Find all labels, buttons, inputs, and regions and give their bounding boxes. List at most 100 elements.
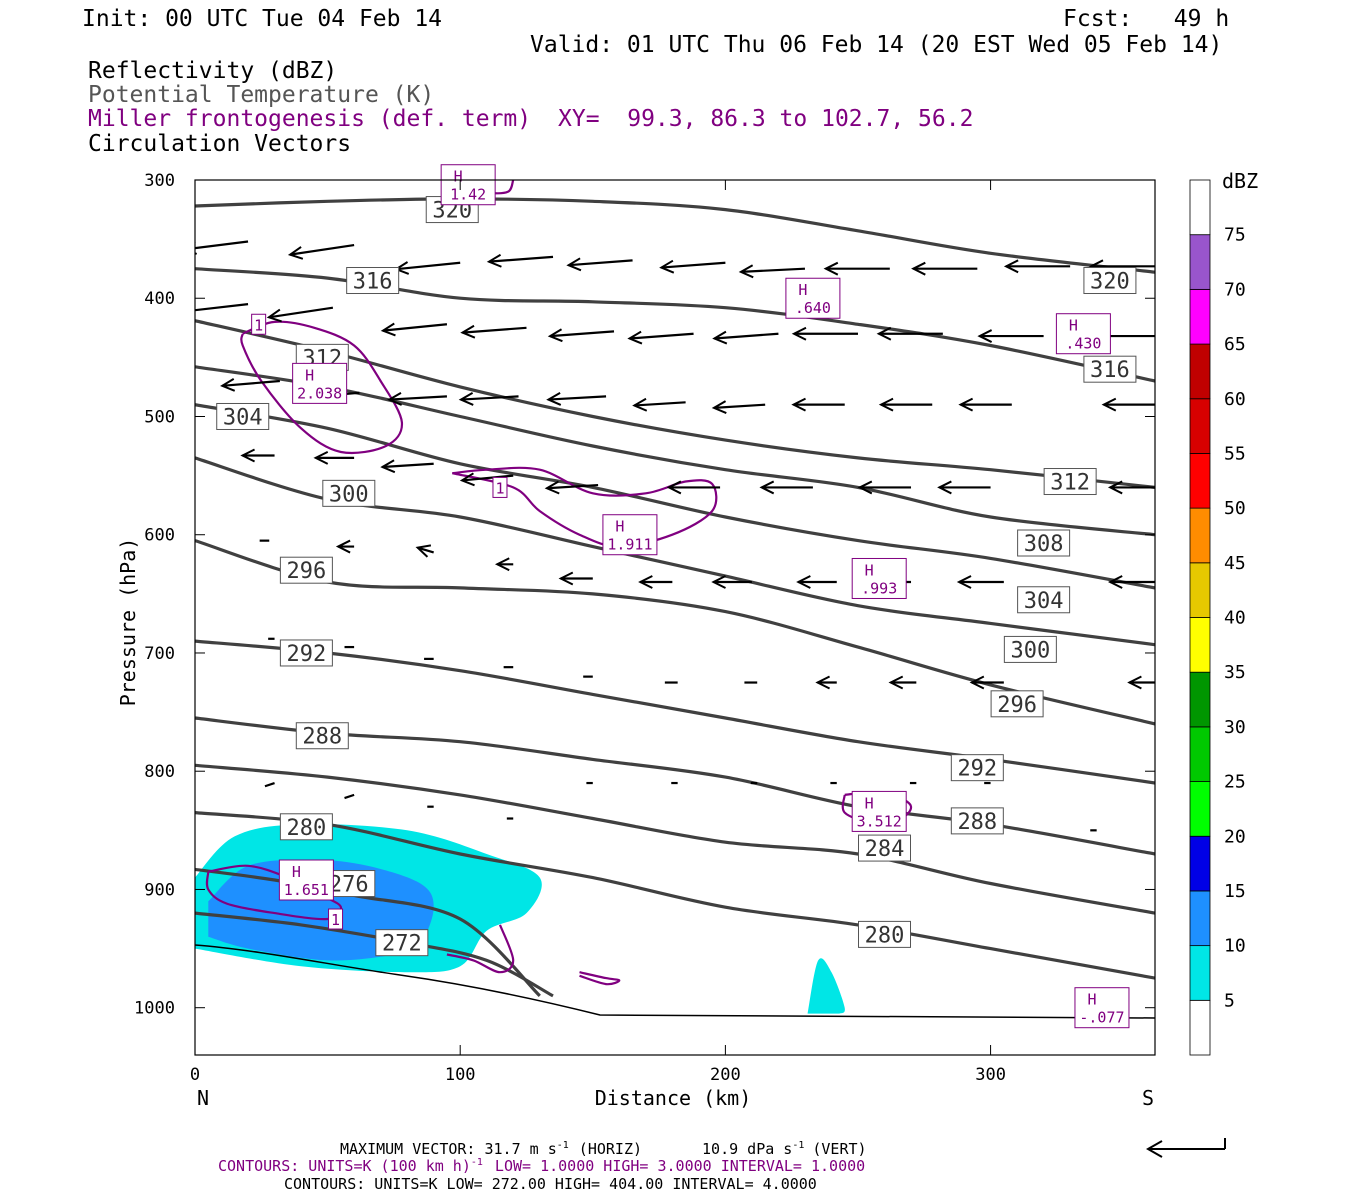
theta-label-text: 284	[865, 837, 905, 862]
circulation-vector-26	[546, 392, 607, 406]
circulation-vector-50	[796, 575, 837, 589]
fronto-max-value: 1.911	[607, 536, 652, 554]
colorbar-segment-14	[1189, 234, 1211, 290]
fronto-max-h: H	[865, 794, 874, 812]
theta-label-296-1: 296	[990, 690, 1044, 718]
frontogenesis-contour-layer	[205, 180, 913, 986]
x-axis-label: Distance (km)	[595, 1086, 752, 1110]
fronto-max-7: H-.077	[1074, 987, 1130, 1029]
fronto-max-6: H1.651	[278, 859, 334, 901]
colorbar-segment-4	[1189, 781, 1211, 837]
fronto-contour-range: LOW= 1.0000 HIGH= 3.0000 INTERVAL= 1.000…	[495, 1157, 865, 1175]
colorbar-segment-1	[1189, 945, 1211, 1001]
fronto-max-value: 3.512	[857, 812, 902, 830]
circulation-vector-4	[566, 257, 633, 272]
fronto-contour-sup: -1	[471, 1157, 483, 1168]
circulation-vector-layer	[195, 240, 1155, 832]
theta-label-text: 312	[1050, 471, 1090, 496]
colorbar-segment-3	[1189, 835, 1211, 892]
x-tick-label: 100	[445, 1065, 476, 1085]
circulation-vector-29	[791, 397, 845, 412]
circulation-vector-30	[878, 397, 933, 412]
reflectivity-area-5dbz-1	[807, 958, 845, 1014]
colorbar-segment-9	[1189, 507, 1211, 564]
circulation-vector-9	[1003, 259, 1071, 274]
theta-label-288-1: 288	[950, 807, 1004, 835]
fronto-max-value: 2.038	[297, 384, 342, 402]
valid-time: Valid: 01 UTC Thu 06 Feb 14 (20 EST Wed …	[530, 32, 1223, 58]
theta-contour-320	[195, 197, 1155, 274]
max-vector-vert-suffix: (VERT)	[812, 1140, 866, 1158]
circulation-vector-46	[494, 557, 514, 572]
colorbar-segment-0	[1189, 999, 1211, 1056]
theta-contour-284	[195, 763, 1155, 915]
theta-label-text: 304	[223, 405, 263, 430]
theta-label-text: 296	[287, 559, 327, 584]
y-tick-label: 600	[144, 526, 175, 546]
theta-contour-280	[195, 811, 1155, 980]
colorbar-segment-10	[1189, 453, 1211, 509]
circulation-vector-65	[264, 781, 275, 788]
theta-label-text: 304	[1024, 589, 1064, 614]
fronto-max-h: H	[615, 518, 624, 536]
circulation-vector-31	[958, 397, 1012, 412]
y-tick-label: 500	[144, 407, 175, 427]
fronto-max-2: H2.038	[292, 362, 348, 404]
theta-label-316-1: 316	[1083, 355, 1137, 383]
fronto-contour-0	[240, 320, 404, 455]
theta-label-text: 316	[1090, 358, 1130, 383]
theta-label-284-0: 284	[858, 834, 912, 862]
fronto-max-h: H	[292, 863, 301, 881]
theta-label-304-1: 304	[1017, 586, 1071, 614]
theta-label-text: 280	[287, 816, 327, 841]
circulation-vector-3	[486, 253, 554, 268]
colorbar-level-label: 70	[1224, 279, 1246, 300]
circulation-vector-63	[969, 675, 1004, 690]
terrain-line-layer	[195, 944, 1155, 1019]
theta-label-text: 296	[997, 693, 1037, 718]
field-reflectivity: Reflectivity (dBZ)	[88, 58, 338, 84]
circulation-vector-37	[544, 480, 599, 495]
x-end-right-label: S	[1142, 1086, 1154, 1110]
theta-label-316-0: 316	[346, 267, 400, 295]
colorbar-segment-11	[1189, 398, 1211, 454]
circulation-vector-33	[240, 448, 275, 463]
x-tick-label: 0	[190, 1065, 200, 1085]
theta-label-text: 316	[353, 270, 393, 295]
fronto-max-h: H	[454, 168, 463, 186]
colorbar-title: dBZ	[1222, 169, 1258, 193]
y-tick-label: 700	[144, 644, 175, 664]
theta-label-text: 292	[287, 642, 327, 667]
fronto-max-h: H	[305, 366, 314, 384]
fronto-max-h: H	[798, 281, 807, 299]
theta-label-text: 300	[329, 482, 369, 507]
fronto-label-text: 1	[331, 911, 340, 929]
max-vector-sup: -1	[557, 1140, 569, 1151]
fronto-max-4: H.993	[851, 557, 907, 599]
colorbar-segment-2	[1189, 890, 1211, 947]
circulation-vector-8	[911, 261, 978, 276]
fronto-max-h: H	[1069, 317, 1078, 335]
y-axis-label: Pressure (hPa)	[116, 538, 140, 707]
circulation-vector-61	[815, 675, 837, 690]
circulation-vector-2	[393, 261, 461, 275]
colorbar-segment-5	[1189, 726, 1211, 782]
max-vector-horiz: (HORIZ)	[579, 1140, 642, 1158]
theta-label-280-0: 280	[279, 813, 333, 841]
fronto-max-0: H.640	[785, 277, 841, 319]
theta-label-text: 292	[957, 757, 997, 782]
fronto-max-value: 1.42	[450, 186, 486, 204]
colorbar-segment-7	[1189, 617, 1211, 673]
circulation-vector-13	[380, 322, 448, 337]
fronto-max-value: .430	[1065, 335, 1101, 353]
reflectivity-fill-layer	[195, 824, 845, 1014]
circulation-vector-16	[627, 330, 694, 345]
colorbar-level-label: 50	[1224, 498, 1246, 519]
colorbar-level-label: 35	[1224, 662, 1246, 683]
circulation-vector-22	[220, 377, 280, 392]
y-tick-label: 900	[144, 880, 175, 900]
colorbar-segment-12	[1189, 343, 1211, 400]
circulation-vector-32	[1101, 397, 1155, 412]
theta-label-300-0: 300	[322, 479, 376, 507]
